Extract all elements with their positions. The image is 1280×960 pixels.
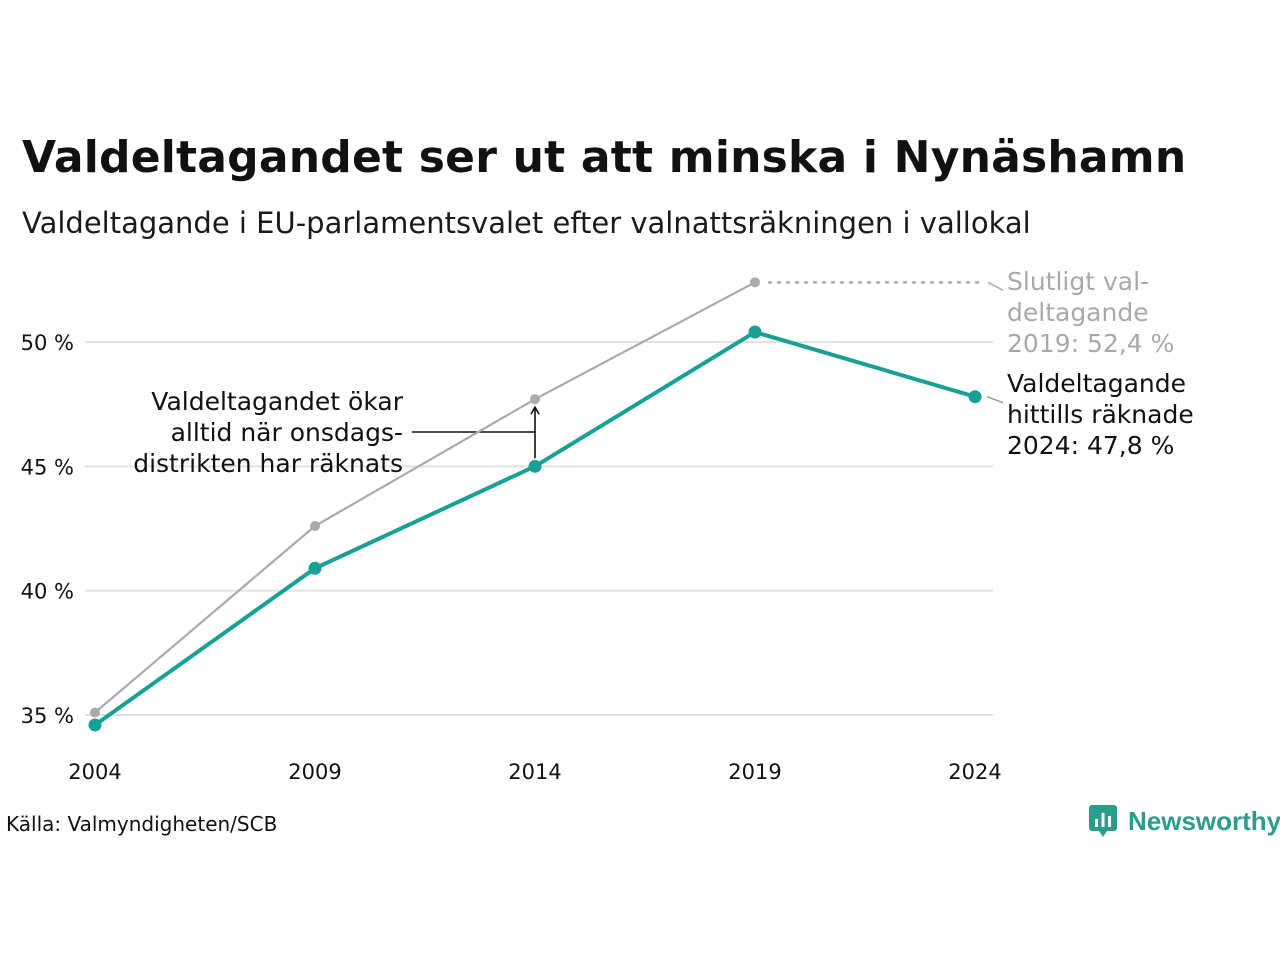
chart-title: Valdeltagandet ser ut att minska i Nynäs…: [22, 132, 1187, 183]
newsworthy-logo-icon: [1089, 805, 1117, 837]
data-point-counted: [748, 325, 762, 339]
counted-2024-leader: [986, 396, 1004, 404]
final-2019-leader-tick: [987, 281, 1004, 291]
x-tick-label: 2014: [508, 760, 561, 784]
final-2019-label-line: 2019: 52,4 %: [1007, 329, 1174, 358]
wednesday-note-line: alltid när onsdags-: [171, 418, 403, 447]
data-point-counted: [528, 459, 542, 473]
x-tick-label: 2024: [948, 760, 1001, 784]
logo-text: Newsworthy: [1128, 805, 1280, 836]
final-2019-label: Slutligt val-deltagande 2019: 52,4 %: [1007, 267, 1174, 358]
y-tick-label: 40 %: [21, 580, 74, 604]
counted-2024-label-line: 2024: 47,8 %: [1007, 431, 1174, 460]
data-point-final: [530, 394, 540, 405]
source-note: Källa: Valmyndigheten/SCB: [6, 812, 278, 836]
wednesday-note-line: distrikten har räknats: [133, 449, 403, 478]
data-point-counted: [88, 718, 102, 732]
final-2019-label-line: deltagande: [1007, 298, 1149, 327]
x-tick-label: 2019: [728, 760, 781, 784]
data-point-counted: [308, 561, 322, 575]
data-point-final: [750, 277, 760, 288]
x-tick-label: 2004: [68, 760, 121, 784]
data-point-counted: [968, 390, 982, 404]
counted-2024-label: Valdeltagande hittills räknade 2024: 47,8 …: [1007, 369, 1194, 460]
x-tick-label: 2009: [288, 760, 341, 784]
wednesday-note-line: Valdeltagandet ökar: [151, 387, 403, 416]
y-tick-label: 35 %: [21, 704, 74, 728]
data-point-final: [90, 707, 100, 718]
wednesday-note: Valdeltagandet ökar alltid när onsdags-di…: [133, 387, 403, 478]
counted-2024-label-line: Valdeltagande: [1007, 369, 1186, 398]
chart-subtitle: Valdeltagande i EU-parlamentsvalet efter…: [22, 206, 1031, 240]
series-line-final: [93, 281, 757, 714]
data-point-final: [310, 521, 320, 532]
y-tick-label: 45 %: [21, 455, 74, 479]
y-tick-label: 50 %: [21, 331, 74, 355]
counted-2024-label-line: hittills räknade: [1007, 400, 1194, 429]
difference-arrowhead: [530, 405, 540, 415]
final-2019-label-line: Slutligt val-: [1007, 267, 1149, 296]
newsworthy-logo: Newsworthy: [1088, 804, 1280, 838]
